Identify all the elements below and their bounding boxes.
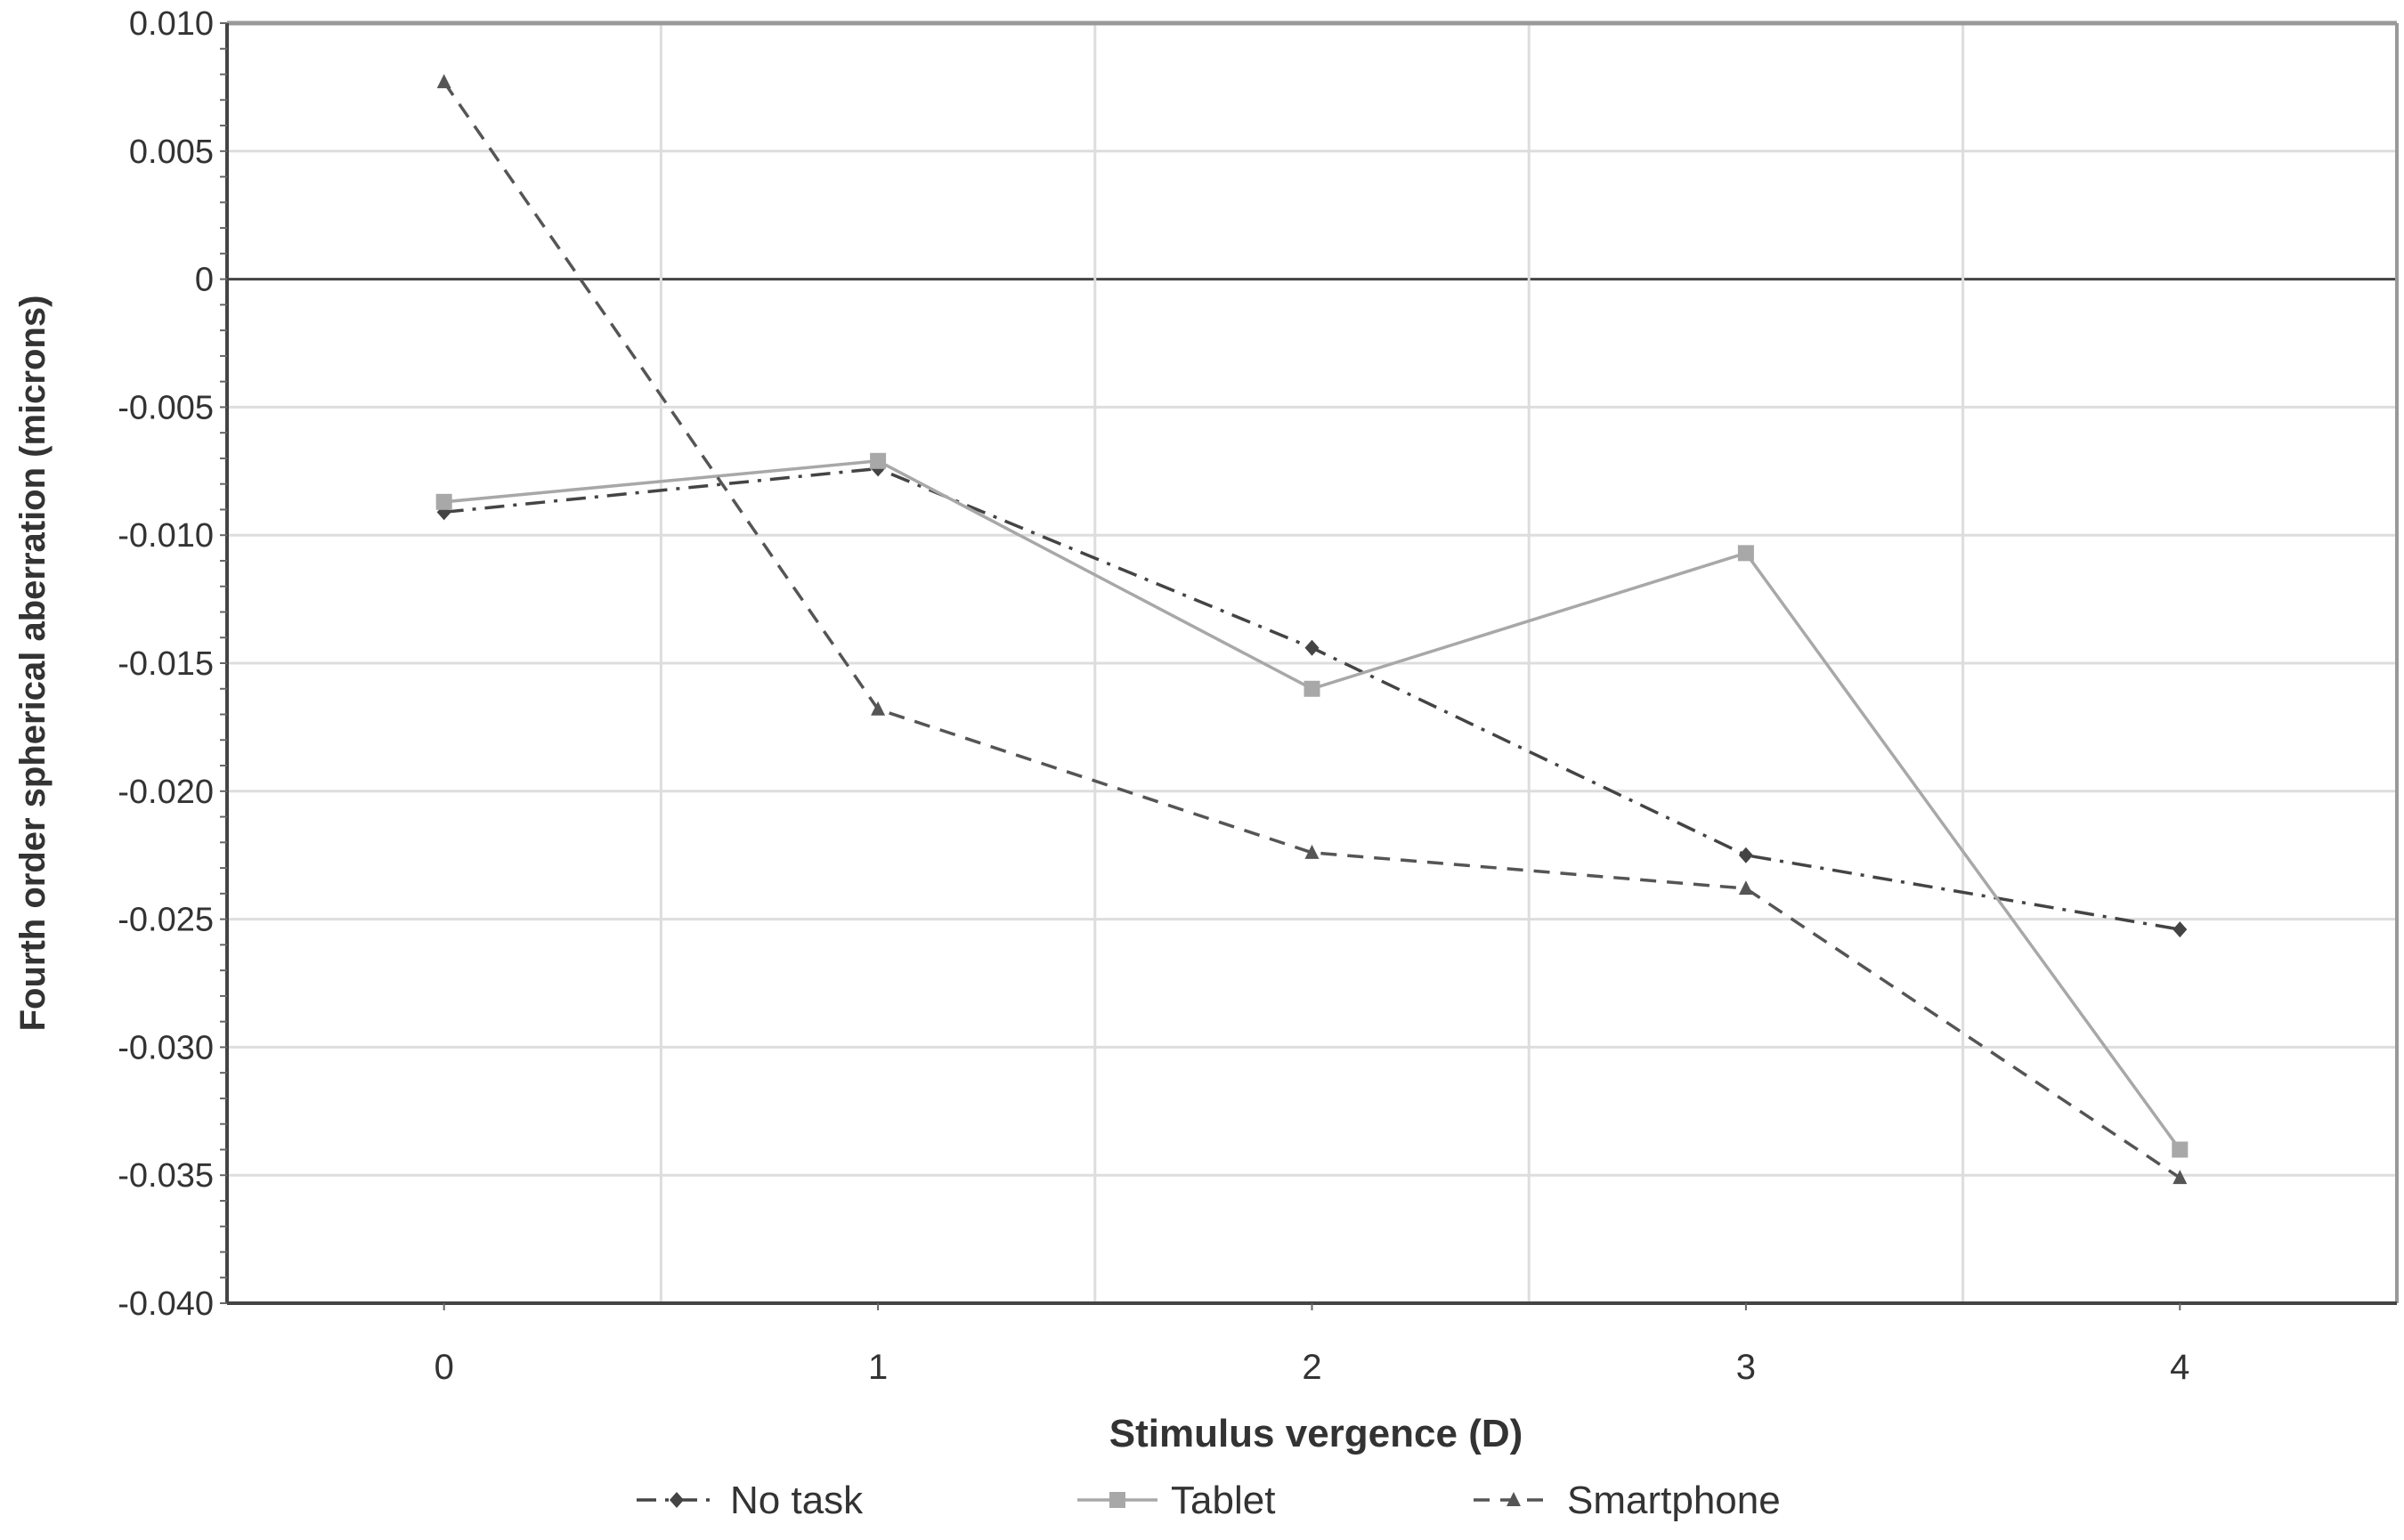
x-tick-label: 1 xyxy=(868,1348,888,1387)
square-marker xyxy=(2172,1141,2189,1158)
gridlines xyxy=(225,20,2399,1305)
triangle-marker xyxy=(436,74,451,89)
legend-label: Tablet xyxy=(1171,1479,1275,1522)
diamond-marker xyxy=(1738,847,1753,863)
series-line-smartphone xyxy=(443,81,2181,1179)
x-tick-label: 4 xyxy=(2170,1348,2189,1387)
y-tick-label: -0.030 xyxy=(118,1029,214,1066)
triangle-marker xyxy=(2173,1170,2188,1185)
square-marker xyxy=(1109,1492,1125,1508)
diamond-marker xyxy=(2173,921,2188,938)
y-tick-label: -0.040 xyxy=(118,1285,214,1323)
series-line-no-task xyxy=(443,466,2181,931)
y-tick-label: 0.005 xyxy=(129,134,214,171)
y-axis-label: Fourth order spherical aberration (micro… xyxy=(13,296,53,1032)
y-tick-label: -0.020 xyxy=(118,774,214,811)
triangle-marker xyxy=(1304,844,1320,859)
y-tick-label: 0.010 xyxy=(129,5,214,43)
x-tick-label: 3 xyxy=(1736,1348,1756,1387)
triangle-marker xyxy=(871,701,886,716)
square-marker xyxy=(1737,545,1754,562)
x-tick-label: 2 xyxy=(1302,1348,1321,1387)
x-axis-label: Stimulus vergence (D) xyxy=(1109,1412,1523,1455)
x-tick-label: 0 xyxy=(435,1348,454,1387)
series-group xyxy=(435,74,2189,1185)
y-tick-label: -0.025 xyxy=(118,902,214,939)
y-tick-label: -0.005 xyxy=(118,389,214,426)
y-tick-label: -0.035 xyxy=(118,1157,214,1195)
y-tick-label: -0.015 xyxy=(118,645,214,683)
y-tick-label: -0.010 xyxy=(118,517,214,555)
triangle-marker xyxy=(1507,1492,1521,1506)
y-axis-ticks: 0.010 0.005 0 -0.005 -0.010 -0.015 -0.020 -0.02… xyxy=(118,5,227,1323)
square-marker xyxy=(870,452,887,469)
triangle-marker xyxy=(1738,880,1753,896)
x-axis-ticks: 0 1 2 3 4 xyxy=(435,1303,2189,1387)
square-marker xyxy=(1304,680,1320,697)
legend-label: No task xyxy=(730,1479,864,1522)
legend-label: Smartphone xyxy=(1567,1479,1781,1522)
diamond-marker xyxy=(1304,639,1320,656)
square-marker xyxy=(435,493,452,510)
legend: No task Tablet Smartphone xyxy=(637,1479,1781,1522)
diamond-marker xyxy=(670,1492,684,1508)
y-tick-label: 0 xyxy=(195,262,214,299)
